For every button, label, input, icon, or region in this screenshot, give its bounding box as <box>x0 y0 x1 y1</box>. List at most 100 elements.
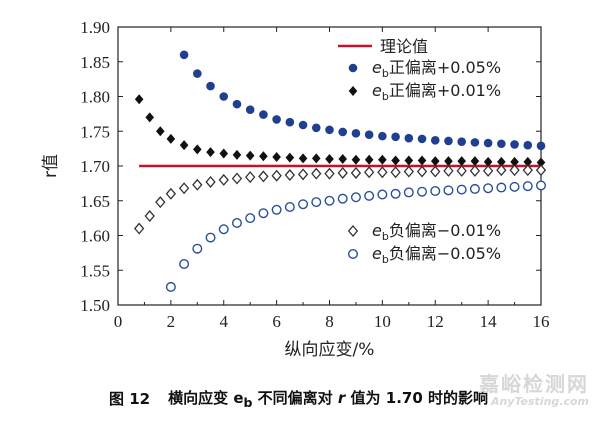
watermark-en: AnyTesting.com <box>490 395 589 408</box>
data-point <box>509 164 520 177</box>
data-point <box>284 202 295 213</box>
data-point <box>324 195 335 206</box>
data-point <box>245 213 256 224</box>
data-point <box>483 138 493 148</box>
data-point <box>470 156 480 167</box>
data-point <box>391 132 400 142</box>
data-point <box>218 173 229 186</box>
data-point <box>378 131 387 141</box>
data-point <box>457 156 466 167</box>
data-point <box>337 166 348 179</box>
data-point <box>536 180 547 191</box>
y-axis-label: r值 <box>41 154 61 178</box>
data-point <box>470 138 480 147</box>
data-point <box>271 204 282 215</box>
y-tick-label: 1.70 <box>80 157 110 176</box>
legend-marker <box>348 63 358 73</box>
data-point <box>271 169 282 182</box>
y-tick-label: 1.80 <box>80 88 110 107</box>
data-point <box>443 185 454 196</box>
data-point <box>496 182 507 193</box>
data-point <box>178 182 190 195</box>
data-point <box>456 184 467 195</box>
data-point <box>298 199 309 210</box>
data-point <box>457 137 466 146</box>
data-point <box>378 154 387 165</box>
legend-label: eb正偏离+0.01% <box>372 81 501 103</box>
data-point <box>311 123 321 133</box>
data-point <box>403 165 414 178</box>
data-point <box>469 164 481 177</box>
data-point <box>536 157 546 168</box>
data-point <box>258 170 269 183</box>
x-tick-label: 2 <box>167 312 176 331</box>
caption-r: r <box>337 388 346 407</box>
data-point <box>206 81 215 91</box>
x-tick-label: 14 <box>480 312 498 331</box>
y-tick-label: 1.55 <box>80 261 110 280</box>
data-point <box>325 154 334 165</box>
legend-marker <box>347 225 359 237</box>
legend-label: 理论值 <box>380 37 428 56</box>
chart: 0 2 4 6 8 10 12 14 16 1.50 1.55 1.60 1.65 1.70 1.75 1.8… <box>41 18 550 360</box>
legend-label: eb正偏离+0.05% <box>372 58 501 80</box>
data-point <box>496 164 507 177</box>
data-point <box>363 166 375 179</box>
data-point <box>324 167 335 180</box>
data-point <box>443 164 454 177</box>
data-point <box>510 140 519 149</box>
data-point <box>219 92 229 101</box>
data-point <box>350 166 362 179</box>
y-tick-label: 1.65 <box>80 192 110 211</box>
x-tick-label: 4 <box>220 312 229 331</box>
series-4 <box>165 180 547 292</box>
data-point <box>133 222 145 235</box>
data-point <box>285 152 295 163</box>
legend-item-theory: 理论值 <box>338 37 428 56</box>
x-tick-label: 8 <box>325 312 334 331</box>
data-point <box>165 281 176 292</box>
data-point <box>338 127 348 137</box>
data-point <box>417 186 428 197</box>
x-tick-label: 12 <box>427 312 444 331</box>
data-point <box>404 155 414 166</box>
data-point <box>193 144 202 155</box>
x-tick-label: 6 <box>272 312 281 331</box>
data-point <box>377 166 388 179</box>
data-point <box>272 151 281 162</box>
legend-marker <box>348 86 358 96</box>
data-point <box>205 232 216 243</box>
legend-item-3: eb负偏离−0.01% <box>347 221 501 243</box>
axes: 0 2 4 6 8 10 12 14 16 1.50 1.55 1.60 1.65 1.70 1.75 1.8… <box>41 18 550 360</box>
data-point <box>523 140 533 150</box>
data-point <box>404 133 414 143</box>
x-axis-label: 纵向应变/% <box>285 340 375 360</box>
x-tick-label: 10 <box>374 312 391 331</box>
data-point <box>192 243 203 254</box>
data-point <box>232 99 242 109</box>
y-tick-label: 1.75 <box>80 122 110 141</box>
data-point <box>390 188 401 199</box>
data-point <box>364 190 375 201</box>
data-point <box>338 154 348 165</box>
y-tick-label: 1.85 <box>80 53 110 72</box>
data-point <box>298 120 308 130</box>
data-point <box>205 175 216 188</box>
data-point <box>298 153 308 164</box>
data-point <box>284 169 296 182</box>
legend: 理论值 eb正偏离+0.05%eb正偏离+0.01% eb负偏离−0.01%eb负偏… <box>338 37 501 266</box>
caption-text: 横向应变 eb 不同偏离对 r 值为 1.70 时的影响 <box>168 387 488 410</box>
data-point <box>364 154 374 165</box>
data-point <box>483 183 494 194</box>
y-tick-label: 1.60 <box>80 227 110 246</box>
data-point <box>166 133 176 144</box>
data-point <box>430 156 440 167</box>
series-1 <box>179 50 546 151</box>
data-point <box>417 134 427 144</box>
data-point <box>535 164 547 177</box>
data-point <box>510 156 519 167</box>
data-point <box>522 164 533 177</box>
data-point <box>391 155 400 166</box>
data-point <box>536 141 546 151</box>
data-point <box>430 165 441 178</box>
